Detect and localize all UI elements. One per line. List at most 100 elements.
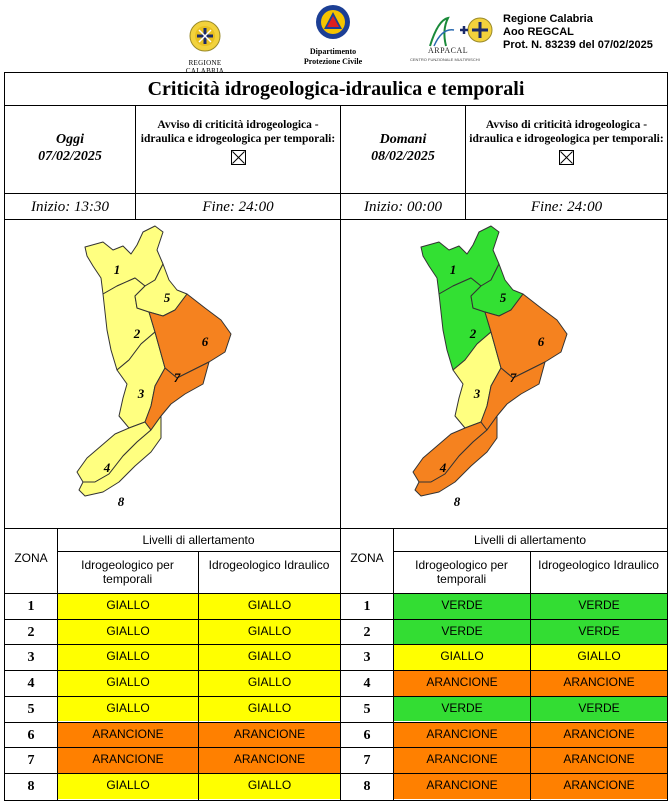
bulletin-frame: Criticità idrogeologica-idraulica e temp… (4, 72, 668, 801)
today-row-4-idraulico-level: GIALLO (199, 671, 340, 696)
divider (5, 721, 340, 723)
divider (465, 105, 466, 220)
today-row-2-zone: 2 (27, 624, 35, 640)
divider (341, 644, 667, 646)
tomorrow-row-3-temporali-level: GIALLO (394, 645, 530, 671)
today-avviso-checkbox (230, 150, 246, 165)
today-row-4-temporali-level: GIALLO (58, 671, 198, 696)
tomorrow-avviso: Avviso di criticità idrogeologica - idra… (466, 118, 667, 169)
divider (5, 528, 667, 529)
today-label: Oggi (56, 132, 84, 147)
today-row-1-temporali-level: GIALLO (58, 594, 198, 619)
tomorrow-zone-7-area (480, 361, 546, 431)
today-row-1-zone: 1 (27, 599, 35, 614)
today-row-6-idraulico-level: ARANCIONE (199, 722, 340, 748)
tomorrow-row-7-temporali-level: ARANCIONE (394, 748, 530, 773)
dipartimento-text: Dipartimento (309, 47, 357, 56)
document-header: REGIONE CALABRIA Dipartimento Protezione… (0, 0, 672, 75)
tomorrow-livelli-header: Livelli di allertamento (473, 533, 587, 547)
today-map: 1 2 3 4 5 6 7 8 (5, 220, 340, 528)
tomorrow-row-6-zone: 6 (363, 727, 371, 743)
today-row-1-idraulico-level: GIALLO (199, 594, 340, 619)
today-heading: Oggi 07/02/2025 (5, 131, 135, 165)
today-calabria-map: 1 2 3 4 5 6 7 8 (76, 225, 232, 509)
protezione-civile-logo: Dipartimento Protezione Civile (290, 4, 376, 67)
tomorrow-row-7-idraulico-level: ARANCIONE (531, 748, 667, 773)
divider (5, 695, 340, 697)
today-row-6-zone: 6 (27, 727, 35, 743)
protezione-civile-text: Protezione Civile (303, 57, 363, 66)
today-row-5-zone: 5 (27, 701, 35, 717)
arpacal-logo: ARPACAL CENTRO FUNZIONALE MULTIRISCHI (408, 16, 500, 62)
tomorrow-label: Domani (379, 132, 427, 147)
tomorrow-row-5-temporali-level: VERDE (394, 696, 530, 722)
tomorrow-start: Inizio: 00:00 (364, 199, 442, 215)
tomorrow-zone-4-label: 4 (439, 460, 447, 475)
arpacal-sublabel: CENTRO FUNZIONALE MULTIRISCHI (410, 57, 480, 62)
tomorrow-row-5-idraulico-level: VERDE (531, 696, 667, 722)
divider (341, 747, 667, 749)
tomorrow-row-8-zone: 8 (363, 778, 371, 794)
tomorrow-date: 08/02/2025 (371, 149, 435, 164)
tomorrow-zone-3-label: 3 (473, 386, 481, 401)
tomorrow-zone-8-label: 8 (454, 494, 461, 509)
protocol-aoo: Aoo REGCAL (503, 26, 574, 38)
arpacal-emblem-icon (429, 16, 493, 47)
tomorrow-zone-1-label: 1 (450, 262, 457, 277)
tomorrow-zone-8-area (414, 415, 498, 497)
today-zone-2-label: 2 (133, 326, 141, 341)
tomorrow-zone-6-label: 6 (538, 334, 545, 349)
divider (341, 593, 667, 594)
divider (135, 105, 136, 220)
today-zone-5-label: 5 (164, 290, 171, 305)
today-row-7-temporali-level: ARANCIONE (58, 748, 198, 773)
today-row-8-temporali-level: GIALLO (58, 773, 198, 799)
divider (5, 670, 340, 672)
today-avviso: Avviso di criticità idrogeologica - idra… (136, 118, 340, 169)
divider (393, 551, 667, 552)
regione-calabria-emblem-icon (189, 20, 221, 52)
divider (57, 529, 58, 800)
divider (5, 644, 340, 646)
tomorrow-row-6-idraulico-level: ARANCIONE (531, 722, 667, 748)
protocol-stamp: Regione Calabria Aoo REGCAL Prot. N. 832… (503, 13, 653, 52)
today-row-4-zone: 4 (27, 676, 35, 692)
tomorrow-row-2-temporali-level: VERDE (394, 619, 530, 645)
tomorrow-calabria-map: 1 2 3 4 5 6 7 8 (412, 225, 568, 509)
today-end: Fine: 24:00 (202, 199, 274, 215)
today-zone-1-label: 1 (114, 262, 121, 277)
tomorrow-zone-7-label: 7 (510, 370, 517, 385)
divider (5, 747, 340, 749)
today-row-5-idraulico-level: GIALLO (199, 696, 340, 722)
today-row-7-idraulico-level: ARANCIONE (199, 748, 340, 773)
tomorrow-zona-header: ZONA (350, 551, 384, 565)
tomorrow-avviso-checkbox (559, 150, 574, 165)
tomorrow-row-6-temporali-level: ARANCIONE (394, 722, 530, 748)
tomorrow-row-2-idraulico-level: VERDE (531, 619, 667, 645)
tomorrow-row-4-temporali-level: ARANCIONE (394, 671, 530, 696)
tomorrow-avviso-text: Avviso di criticità idrogeologica - idra… (469, 119, 664, 145)
today-avviso-text: Avviso di criticità idrogeologica - idra… (140, 119, 336, 145)
divider (341, 670, 667, 672)
today-start: Inizio: 13:30 (31, 199, 109, 215)
today-zone-6-label: 6 (202, 334, 209, 349)
today-zone-8-area (78, 415, 162, 497)
protocol-number: Prot. N. 83239 del 07/02/2025 (503, 39, 653, 51)
divider (341, 618, 667, 620)
today-row-8-zone: 8 (27, 778, 35, 794)
tomorrow-row-8-idraulico-level: ARANCIONE (531, 773, 667, 799)
divider (57, 551, 340, 552)
tomorrow-end: Fine: 24:00 (530, 199, 603, 215)
today-row-7-zone: 7 (27, 753, 35, 769)
divider (341, 721, 667, 723)
bulletin-title: Criticità idrogeologica-idraulica e temp… (5, 73, 667, 106)
today-row-3-zone: 3 (27, 650, 35, 666)
tomorrow-row-5-zone: 5 (363, 701, 371, 717)
today-row-8-idraulico-level: GIALLO (199, 773, 340, 799)
arpacal-label: ARPACAL (428, 46, 469, 55)
dipartimento-label: Dipartimento Protezione Civile (290, 47, 376, 67)
divider (5, 193, 667, 194)
tomorrow-col-idraulico-header: Idrogeologico Idraulico (538, 558, 659, 572)
divider (341, 695, 667, 697)
tomorrow-row-2-zone: 2 (363, 624, 371, 640)
